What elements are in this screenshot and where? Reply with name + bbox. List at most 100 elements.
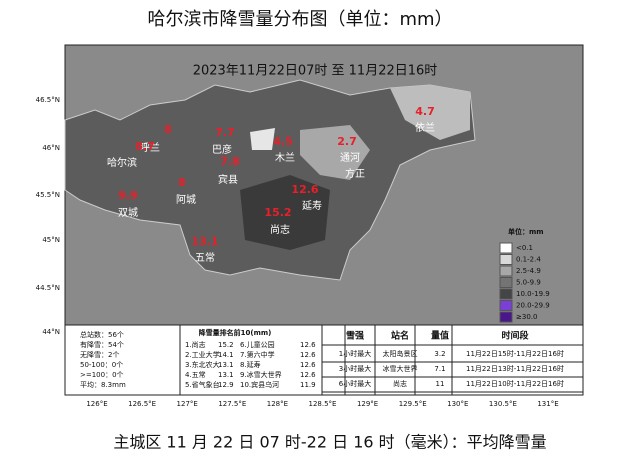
- place-value: 8: [178, 176, 186, 189]
- ranking-cell: 12.6: [300, 361, 316, 369]
- stat-line: 有降雪：54个: [80, 340, 124, 349]
- place-name: 宾县: [218, 173, 238, 186]
- legend-swatch: [499, 288, 513, 300]
- lon-label: 128.5°E: [309, 400, 337, 408]
- lat-label: 46.5°N: [36, 96, 60, 104]
- ranking-cell: 1.尚志: [185, 340, 206, 349]
- lat-label: 44.5°N: [36, 284, 60, 292]
- legend-swatch: [499, 277, 513, 288]
- ranking-cell: 12.6: [300, 341, 316, 349]
- place-name: 双城: [118, 207, 138, 219]
- ranking-cell: 11.9: [300, 381, 316, 389]
- legend-label: 10.0-19.9: [516, 290, 550, 298]
- ranking-cell: 6.儿童公园: [240, 340, 275, 349]
- table-header: 站名: [391, 330, 409, 342]
- table-cell: 11: [436, 380, 445, 388]
- stat-line: >=100：0个: [80, 371, 124, 379]
- stat-line: 平均：8.3mm: [80, 380, 126, 389]
- place-name: 阿城: [176, 194, 196, 206]
- legend-swatch: [499, 254, 513, 265]
- table-cell: 冰雪大世界: [383, 364, 418, 373]
- ranking-title: 降雪量排名前10(mm): [199, 328, 272, 337]
- ranking-cell: 12.6: [300, 371, 316, 379]
- ranking-cell: 14.1: [218, 351, 234, 359]
- place-value: 9.9: [118, 189, 138, 202]
- table-header: 量值: [431, 330, 449, 342]
- lon-label: 130°E: [447, 400, 468, 408]
- region-shape: [64, 79, 476, 281]
- lat-label: 46°N: [42, 144, 60, 152]
- place-value: 4.5: [273, 135, 293, 148]
- lon-label: 129°E: [357, 400, 378, 408]
- legend-swatch: [499, 242, 513, 254]
- ranking-cell: 2.工业大学: [185, 350, 220, 359]
- place-name: 方正: [345, 167, 365, 180]
- light-zone: [300, 125, 370, 180]
- light-zone: [250, 128, 275, 150]
- place-name: 五常: [195, 251, 215, 264]
- table-cell: 11月22日10时-11月22日16时: [466, 379, 564, 388]
- stat-line: 50-100：0个: [80, 361, 123, 369]
- legend-swatch: [499, 311, 513, 323]
- legend-title: 单位：mm: [508, 227, 544, 236]
- place-value: 12.6: [291, 183, 318, 196]
- legend-label: 2.5-4.9: [516, 267, 541, 275]
- place-name: 呼兰: [140, 141, 160, 154]
- table-header: 雪强: [346, 330, 364, 342]
- place-value: 2.7: [337, 135, 357, 148]
- legend-swatch: [499, 265, 513, 277]
- legend-label: 0.1-2.4: [516, 256, 541, 264]
- ranking-cell: 12.9: [218, 381, 234, 389]
- lon-label: 126°E: [86, 400, 107, 408]
- ranking-cell: 13.1: [218, 371, 234, 379]
- table-area: [64, 324, 584, 396]
- place-name: 依兰: [415, 121, 435, 134]
- lat-label: 44°N: [42, 328, 60, 336]
- lat-label: 45°N: [42, 236, 60, 244]
- place-name: 哈尔滨: [107, 156, 137, 169]
- table-cell: 7.1: [434, 365, 445, 373]
- lon-label: 130.5°E: [489, 400, 517, 408]
- place-value: 8.7: [135, 140, 155, 153]
- lat-label: 45.5°N: [36, 191, 60, 199]
- table-header: 时间段: [501, 330, 529, 342]
- place-value: 7.7: [215, 126, 235, 139]
- ranking-cell: 9.冰雪大世界: [240, 370, 282, 379]
- place-value: 7.8: [220, 155, 240, 168]
- light-zone: [390, 85, 470, 140]
- place-value: 8: [164, 123, 172, 136]
- table-cell: 尚志: [393, 379, 407, 388]
- table-cell: 3.2: [434, 350, 445, 358]
- place-value: 15.2: [264, 206, 291, 219]
- place-name: 尚志: [270, 223, 290, 236]
- ranking-cell: 15.2: [218, 341, 234, 349]
- place-name: 延寿: [302, 199, 322, 212]
- place-value: 13.1: [191, 235, 218, 248]
- ranking-cell: 7.第六中学: [240, 350, 275, 359]
- table-cell: 11月22日13时-11月22日16时: [466, 364, 564, 373]
- legend-label: <0.1: [516, 244, 533, 252]
- lon-label: 129.5°E: [399, 400, 427, 408]
- table-cell: 11月22日15时-11月22日16时: [466, 349, 564, 358]
- place-value: 4.7: [415, 105, 435, 118]
- place-name: 巴彦: [212, 143, 232, 156]
- lon-label: 131°E: [537, 400, 558, 408]
- ranking-cell: 10.宾县乌河: [240, 380, 279, 389]
- ranking-cell: 4.五常: [185, 370, 206, 379]
- legend-swatch: [499, 300, 513, 311]
- title: 哈尔滨市降雪量分布图（单位：mm）: [147, 9, 452, 30]
- ranking-cell: 3.东北农大: [185, 360, 220, 369]
- table-cell: 1小时最大: [339, 349, 371, 358]
- table-cell: 6小时最大: [339, 379, 371, 388]
- ranking-cell: 5.省气象台: [185, 380, 220, 389]
- lon-label: 128°E: [267, 400, 288, 408]
- ranking-cell: 13.1: [218, 361, 234, 369]
- legend-label: ≥30.0: [516, 313, 537, 321]
- ranking-cell: 8.延寿: [240, 360, 261, 369]
- lon-label: 126.5°E: [128, 400, 156, 408]
- lon-label: 127°E: [177, 400, 198, 408]
- footer: 主城区 11 月 22 日 07 时-22 日 16 时（毫米）：平均降雪量: [113, 433, 546, 452]
- legend-label: 20.0-29.9: [516, 302, 550, 310]
